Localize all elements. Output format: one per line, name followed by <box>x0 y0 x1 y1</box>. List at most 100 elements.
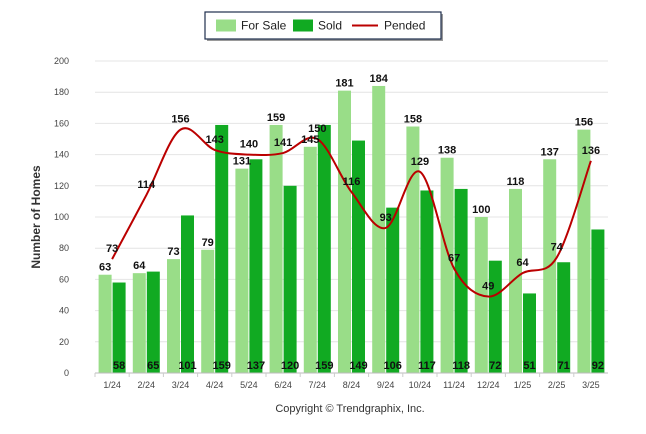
bar-for-sale <box>406 126 420 374</box>
x-tick-label: 12/24 <box>477 380 500 390</box>
x-tick-label: 1/24 <box>103 380 121 390</box>
bar-sold <box>488 260 502 373</box>
bar-sold <box>523 293 536 373</box>
y-tick-label: 100 <box>54 212 69 222</box>
legend-swatch <box>216 19 236 32</box>
y-tick-label: 60 <box>59 274 69 284</box>
bar-for-sale <box>132 273 146 373</box>
data-labels: 63 58 73 64 65 114 73 101 156 79 159 143 131 137 140 15… <box>99 73 604 372</box>
y-axis-label: Number of Homes <box>29 165 43 269</box>
x-tick-label: 1/25 <box>514 380 532 390</box>
label-pended: 93 <box>380 212 392 224</box>
label-sold: 159 <box>213 360 231 372</box>
bar-for-sale <box>98 274 112 373</box>
label-for-sale: 64 <box>133 260 146 272</box>
label-sold: 101 <box>178 360 196 372</box>
label-sold: 120 <box>281 360 299 372</box>
label-pended: 129 <box>411 156 429 168</box>
pended-line <box>111 127 592 298</box>
bar-for-sale <box>269 124 283 374</box>
label-pended: 73 <box>106 243 118 255</box>
label-for-sale: 159 <box>267 112 285 124</box>
x-tick-label: 3/24 <box>172 380 190 390</box>
y-tick-label: 40 <box>59 306 69 316</box>
label-sold: 65 <box>147 360 159 372</box>
bar-sold <box>112 282 126 373</box>
bar-sold <box>283 185 297 373</box>
bar-sold <box>249 159 263 373</box>
x-tick-label: 10/24 <box>409 380 432 390</box>
label-pended: 141 <box>274 137 292 149</box>
label-sold: 117 <box>418 360 436 372</box>
label-for-sale: 181 <box>335 78 353 90</box>
bar-for-sale <box>235 168 249 373</box>
bar-for-sale <box>338 90 351 373</box>
label-for-sale: 156 <box>575 117 593 129</box>
label-for-sale: 63 <box>99 262 111 274</box>
copyright-text: Copyright © Trendgraphix, Inc. <box>275 403 424 415</box>
label-pended: 74 <box>551 242 564 254</box>
axes: 0 20 40 60 80 100 120 140 160 180 200 1/24 2/24 3/24 4… <box>54 56 608 390</box>
x-tick-label: 7/24 <box>309 380 327 390</box>
label-sold: 106 <box>384 360 402 372</box>
x-tick-label: 11/24 <box>443 380 465 390</box>
x-tick-label: 4/24 <box>206 380 224 390</box>
x-tick-label: 5/24 <box>240 380 258 390</box>
label-pended: 114 <box>137 179 156 191</box>
bar-sold <box>386 207 400 373</box>
label-for-sale: 131 <box>233 156 251 168</box>
y-tick-label: 200 <box>54 56 69 66</box>
label-sold: 137 <box>247 360 265 372</box>
label-for-sale: 145 <box>301 134 319 146</box>
x-tick-label: 6/24 <box>274 380 292 390</box>
label-for-sale: 79 <box>202 237 214 249</box>
label-pended: 150 <box>308 123 326 135</box>
legend-label: Pended <box>384 19 425 33</box>
label-pended: 136 <box>582 145 600 157</box>
label-for-sale: 158 <box>404 114 422 126</box>
label-pended: 64 <box>516 257 529 269</box>
label-for-sale: 184 <box>370 73 389 85</box>
bar-for-sale <box>372 85 386 374</box>
label-pended: 67 <box>448 252 460 264</box>
label-sold: 118 <box>452 360 470 372</box>
legend: For Sale Sold Pended <box>204 11 443 41</box>
legend-label: Sold <box>318 19 342 33</box>
label-pended: 116 <box>343 176 361 188</box>
x-tick-label: 9/24 <box>377 380 395 390</box>
bar-sold <box>591 229 605 373</box>
x-tick-label: 2/24 <box>138 380 156 390</box>
y-tick-label: 160 <box>54 118 69 128</box>
bar-sold <box>557 262 571 373</box>
y-tick-label: 80 <box>59 243 69 253</box>
bar-sold <box>420 190 434 373</box>
bar-for-sale <box>201 249 215 373</box>
label-sold: 159 <box>315 360 333 372</box>
y-tick-label: 20 <box>59 337 69 347</box>
bar-for-sale <box>509 188 522 373</box>
x-tick-label: 3/25 <box>582 380 600 390</box>
label-sold: 149 <box>349 360 367 372</box>
bar-sold <box>215 124 229 374</box>
y-tick-label: 140 <box>54 150 69 160</box>
legend-swatch <box>293 19 313 32</box>
pended-line-group <box>111 127 592 298</box>
bar-sold <box>146 271 160 373</box>
label-for-sale: 137 <box>541 146 559 158</box>
bar-for-sale <box>440 157 454 373</box>
bar-sold <box>317 124 331 374</box>
x-tick-label: 8/24 <box>343 380 361 390</box>
x-tick-label: 2/25 <box>548 380 566 390</box>
label-pended: 140 <box>240 139 258 151</box>
label-pended: 143 <box>206 134 224 146</box>
bar-for-sale <box>303 146 317 373</box>
label-sold: 58 <box>113 360 125 372</box>
y-tick-label: 120 <box>54 181 69 191</box>
bars <box>98 85 605 374</box>
legend-label: For Sale <box>241 19 287 33</box>
label-for-sale: 73 <box>167 246 179 258</box>
label-sold: 71 <box>558 360 570 372</box>
bar-sold <box>181 215 194 373</box>
